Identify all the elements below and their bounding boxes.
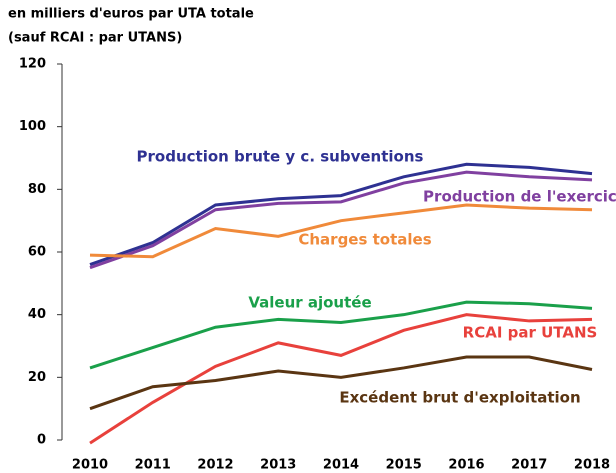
x-tick-label: 2015	[386, 458, 422, 473]
series-label: Valeur ajoutée	[248, 294, 371, 312]
x-tick-label: 2011	[135, 458, 171, 473]
y-tick-label: 0	[37, 433, 46, 448]
x-tick-label: 2017	[511, 458, 547, 473]
y-tick-label: 60	[28, 245, 46, 260]
x-tick-label: 2014	[323, 458, 359, 473]
subtitle: (sauf RCAI : par UTANS)	[8, 31, 182, 46]
series-line	[89, 355, 593, 411]
series-line	[89, 170, 593, 270]
series-label: Charges totales	[298, 231, 431, 249]
x-tick-label: 2013	[260, 458, 296, 473]
series-label: Production brute y c. subventions	[137, 148, 424, 166]
y-tick-label: 80	[28, 182, 46, 197]
x-tick-label: 2012	[197, 458, 233, 473]
x-tick-label: 2018	[574, 458, 610, 473]
series-line	[89, 300, 593, 370]
series-label: Excédent brut d'exploitation	[339, 389, 580, 407]
y-tick-label: 20	[28, 370, 46, 385]
series-label: RCAI par UTANS	[463, 324, 598, 342]
y-tick-label: 120	[19, 57, 46, 72]
y-tick-label: 40	[28, 307, 46, 322]
subtitle: en milliers d'euros par UTA totale	[8, 7, 254, 22]
x-tick-label: 2016	[448, 458, 484, 473]
series-line	[89, 313, 593, 445]
x-tick-label: 2010	[72, 458, 108, 473]
series-line	[89, 162, 593, 266]
series-line	[89, 203, 593, 259]
y-tick-label: 100	[19, 119, 46, 134]
series-label: Production de l'exercice	[423, 188, 616, 206]
